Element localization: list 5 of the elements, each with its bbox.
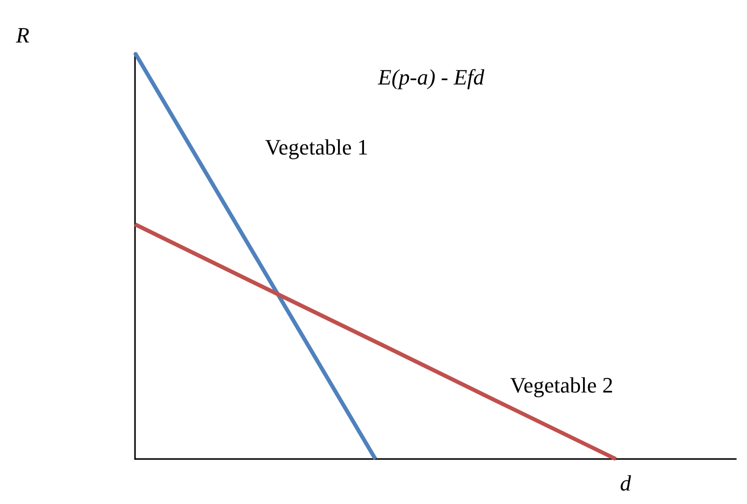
x-axis-title: d — [620, 470, 632, 496]
annotation: E(p-a) - Efd — [377, 64, 486, 90]
text: Vegetable 1 — [265, 134, 368, 160]
y-axis-title: R — [15, 22, 30, 48]
series-label: Vegetable 2 — [510, 372, 614, 398]
